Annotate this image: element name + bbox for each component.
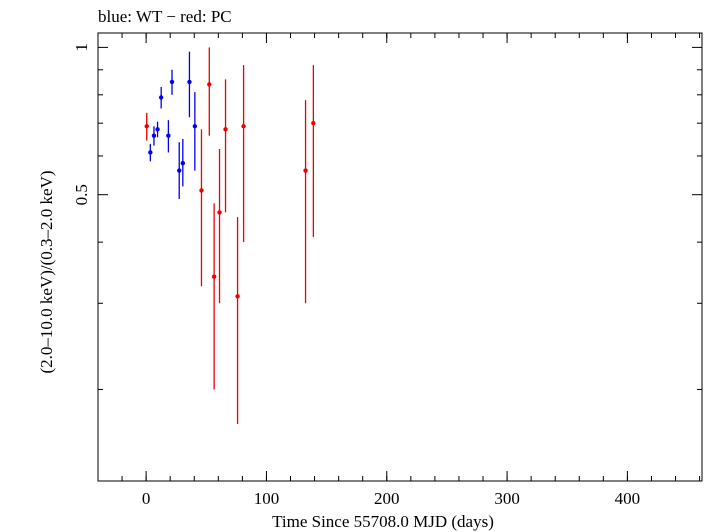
- data-point: [207, 82, 212, 87]
- x-tick-label: 200: [374, 489, 400, 508]
- data-point: [148, 150, 153, 155]
- series-layer: [144, 47, 316, 424]
- series-pc: [144, 47, 316, 424]
- data-point: [155, 127, 160, 132]
- data-point: [177, 168, 182, 173]
- data-point: [166, 133, 171, 138]
- data-point: [192, 124, 198, 129]
- chart-title: blue: WT − red: PC: [98, 7, 232, 26]
- x-tick-label: 400: [615, 489, 641, 508]
- data-point: [303, 168, 308, 173]
- data-point: [311, 120, 316, 126]
- y-tick-label: 0.5: [72, 184, 91, 205]
- x-tick-label: 100: [254, 489, 280, 508]
- plot-frame: [97, 32, 703, 482]
- x-tick-label: 0: [142, 489, 151, 508]
- data-point: [235, 294, 240, 299]
- data-point: [158, 95, 164, 100]
- data-point: [151, 133, 157, 138]
- x-tick-label: 300: [494, 489, 520, 508]
- data-point: [187, 79, 192, 85]
- data-point: [241, 124, 246, 129]
- series-wt: [148, 51, 198, 199]
- data-point: [211, 274, 217, 279]
- y-axis: 0.51: [72, 43, 702, 390]
- data-point: [144, 124, 149, 129]
- x-axis: 0 100 200 300 400: [121, 33, 701, 508]
- x-axis-label: Time Since 55708.0 MJD (days): [272, 512, 494, 531]
- data-point: [217, 210, 222, 215]
- data-point: [223, 127, 228, 132]
- y-tick-label: 1: [72, 43, 91, 52]
- data-point: [180, 160, 186, 166]
- data-point: [169, 79, 175, 85]
- data-point: [199, 188, 204, 193]
- y-axis-label: (2.0–10.0 keV)/(0.3–2.0 keV): [37, 170, 56, 373]
